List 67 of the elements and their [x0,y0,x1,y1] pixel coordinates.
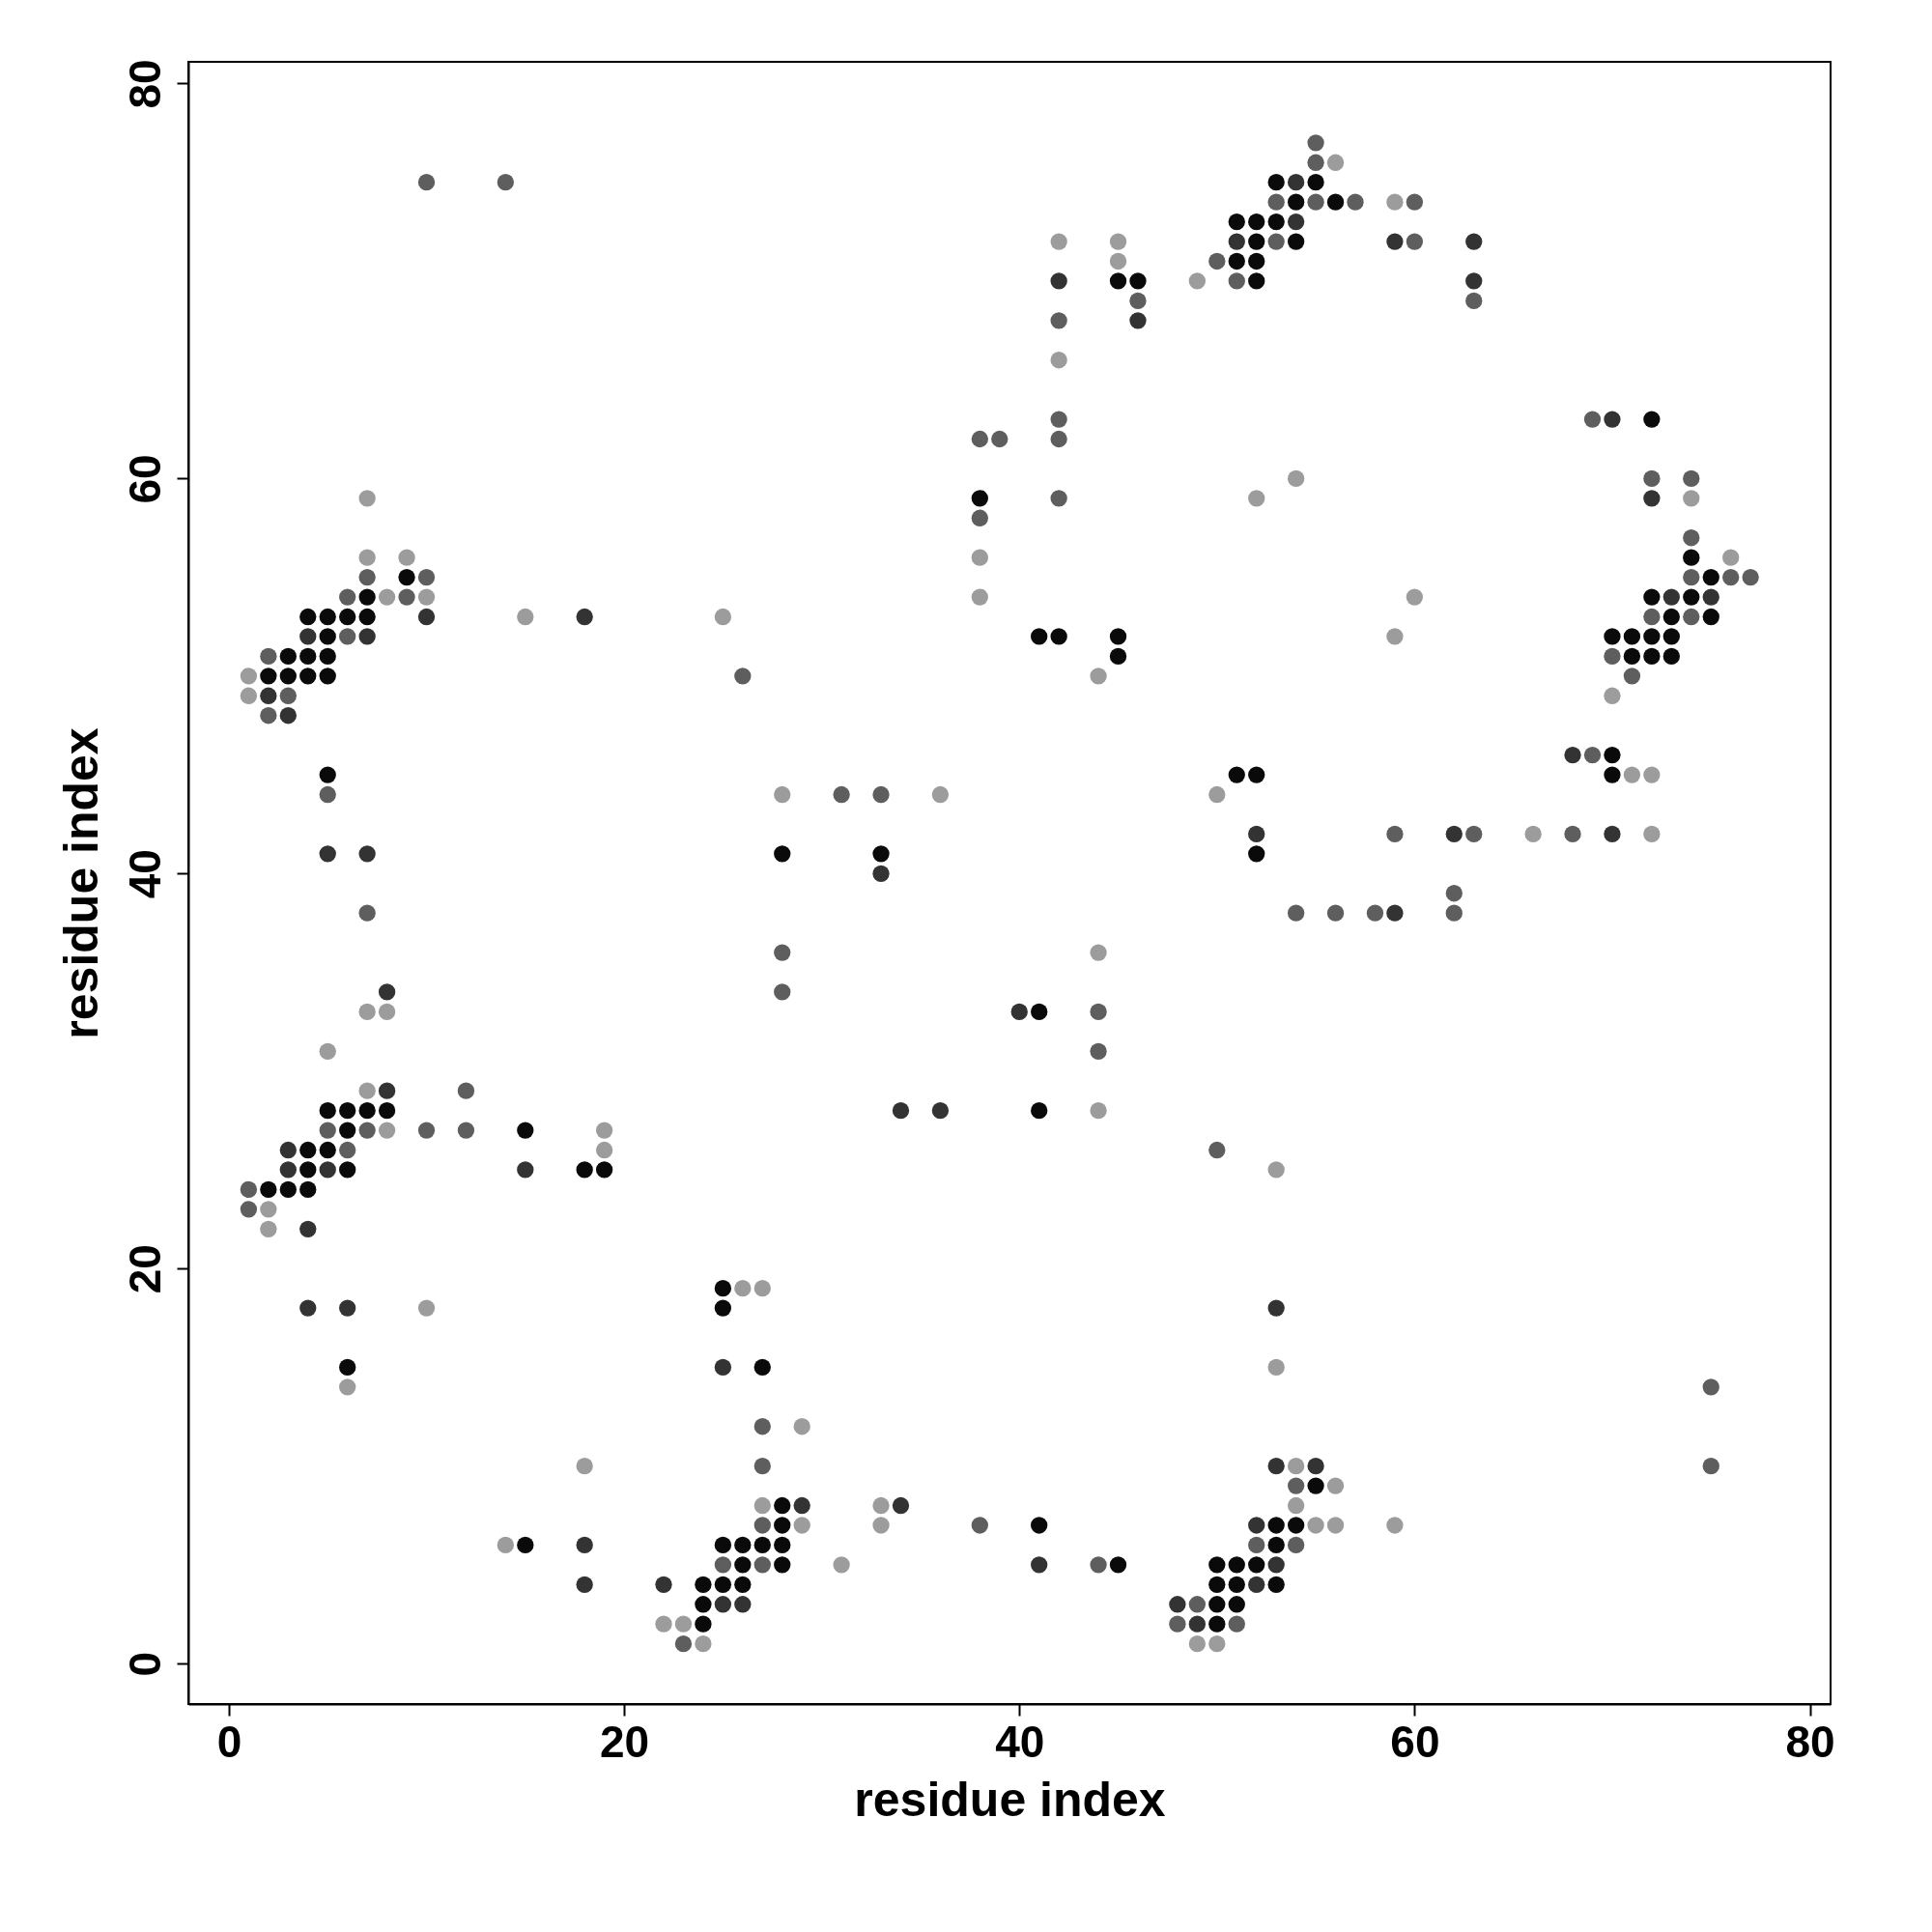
point [1248,1517,1265,1534]
point [1267,1556,1285,1574]
point [517,1161,534,1179]
point [1643,490,1661,507]
x-tick-label: 0 [216,1716,242,1767]
point [1010,1003,1028,1021]
y-tick-label: 60 [119,454,170,504]
x-tick-label: 80 [1785,1716,1835,1767]
point [319,1161,336,1179]
point [279,1141,297,1159]
point [1228,233,1245,250]
point [872,865,890,882]
y-tick-label: 40 [119,849,170,899]
point [655,1576,672,1593]
x-axis-title: residue index [854,1772,1166,1827]
point [1031,1556,1048,1574]
point [378,1082,396,1099]
point [299,1220,317,1237]
point [1129,312,1147,329]
point [1465,272,1483,290]
point [1702,588,1719,606]
point [417,608,436,626]
point [1465,233,1483,250]
point [1604,411,1621,428]
x-tick-label: 20 [600,1716,650,1767]
point [1267,1299,1285,1317]
point [1445,825,1463,843]
point [734,1596,752,1613]
point [378,983,396,1001]
point [1307,1458,1324,1475]
point [1386,904,1404,922]
x-tick-label: 60 [1390,1716,1440,1767]
y-tick-label: 20 [119,1244,170,1294]
point [1604,825,1621,843]
point [892,1101,910,1120]
point [339,1299,356,1317]
point [892,1496,910,1515]
point [1188,1615,1206,1633]
point [319,845,336,863]
point [1287,213,1305,231]
point [1248,825,1265,843]
point [931,1101,950,1120]
point [279,707,297,724]
point [576,608,593,626]
point [1248,1576,1265,1593]
point [1267,1458,1285,1475]
point [576,1576,593,1593]
point [1662,588,1680,606]
point [714,1358,732,1377]
x-tick-label: 40 [995,1716,1045,1767]
point [793,1496,810,1515]
point [279,1161,297,1179]
point [260,687,277,704]
y-tick-label: 0 [119,1651,170,1677]
y-tick-label: 80 [119,59,170,109]
point [358,628,376,645]
point [299,628,317,645]
point [1169,1596,1186,1613]
point [358,845,376,863]
point [714,1596,732,1613]
point [1564,746,1581,764]
point [1050,272,1067,290]
y-axis-title: residue index [53,727,108,1039]
point [1386,233,1404,250]
point [299,1299,317,1317]
point [576,1536,593,1554]
point [1287,174,1305,191]
